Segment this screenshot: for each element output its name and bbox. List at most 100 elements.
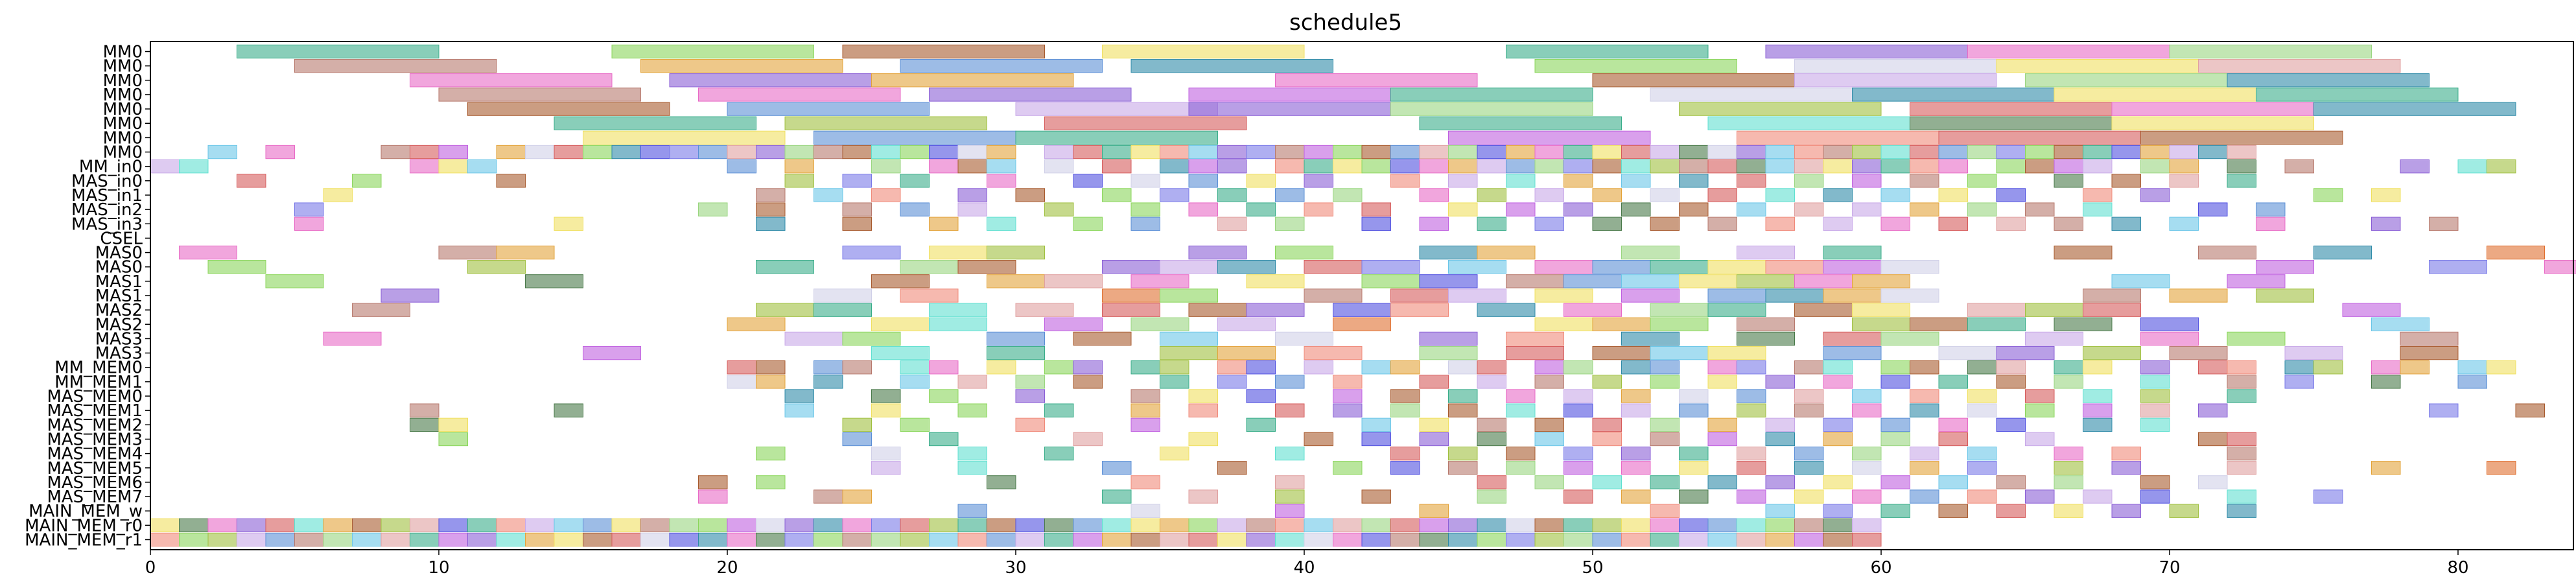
task-bar [1650, 476, 1680, 489]
task-bar [843, 45, 1045, 58]
task-bar [872, 346, 930, 359]
task-bar [1939, 189, 1968, 202]
task-bar [1708, 361, 1737, 374]
task-bar [958, 462, 987, 475]
task-bar [1622, 203, 1651, 216]
task-bar [1564, 390, 1593, 403]
task-bar [2141, 418, 2170, 431]
task-bar [814, 303, 872, 316]
task-bar [2227, 432, 2256, 445]
task-bar [785, 159, 814, 172]
task-bar [699, 533, 728, 546]
task-bar [1650, 504, 1680, 517]
task-bar [785, 533, 814, 546]
task-bar [843, 174, 872, 187]
task-bar [1333, 533, 1363, 546]
task-bar [1853, 490, 1882, 503]
task-bar [1131, 318, 1189, 331]
task-bar [1016, 102, 1218, 115]
task-bar [2054, 447, 2083, 460]
task-bar [1391, 404, 1420, 417]
task-bar [1853, 88, 2055, 101]
task-bar [958, 375, 987, 388]
task-bar [1218, 519, 1247, 532]
task-bar [2083, 159, 2113, 172]
task-bar [2400, 159, 2430, 172]
task-bar [1708, 432, 1737, 445]
task-bar [958, 519, 987, 532]
task-bar [2372, 189, 2401, 202]
task-bar [1535, 375, 1564, 388]
task-bar [1535, 59, 1737, 72]
task-bar [987, 174, 1016, 187]
task-bar [1276, 504, 1305, 517]
task-bar [1622, 332, 1680, 345]
task-bar [814, 375, 843, 388]
task-bar [2112, 447, 2141, 460]
task-bar [1910, 102, 2113, 115]
task-bar [208, 261, 266, 274]
task-bar [1650, 145, 1680, 158]
task-bar [2372, 462, 2401, 475]
task-bar [2430, 261, 2487, 274]
task-bar [1218, 159, 1247, 172]
task-bar [2083, 203, 2113, 216]
task-bar [1737, 390, 1766, 403]
task-bar [1708, 189, 1737, 202]
task-bar [2026, 432, 2055, 445]
task-bar [1045, 519, 1074, 532]
task-bar [583, 131, 786, 144]
task-bar [2054, 159, 2083, 172]
task-bar [872, 404, 901, 417]
task-bar [2199, 145, 2228, 158]
task-bar [410, 519, 439, 532]
task-bar [2170, 45, 2372, 58]
task-bar [1189, 203, 1218, 216]
task-bar [1650, 346, 1708, 359]
task-bar [1766, 519, 1795, 532]
task-bar [1477, 246, 1535, 259]
task-bar [670, 533, 699, 546]
task-bar [814, 519, 843, 532]
task-bar [2199, 476, 2228, 489]
task-bar [1506, 159, 1536, 172]
task-bar [1362, 418, 1391, 431]
task-bar [1449, 462, 1478, 475]
task-bar [2083, 346, 2141, 359]
task-bar [1766, 261, 1823, 274]
task-bar [1910, 361, 1939, 374]
task-bar [2545, 261, 2576, 274]
task-bar [1160, 375, 1189, 388]
task-bar [1016, 390, 1045, 403]
task-bar [2026, 404, 2055, 417]
task-bar [1766, 432, 1795, 445]
task-bar [1708, 375, 1737, 388]
task-bar [900, 203, 930, 216]
task-bar [2227, 275, 2285, 288]
task-bar [1420, 217, 1449, 230]
task-bar [2026, 490, 2055, 503]
task-bar [1823, 159, 1853, 172]
task-bar [410, 404, 439, 417]
task-bar [1737, 404, 1766, 417]
task-bar [1564, 404, 1593, 417]
task-bar [1650, 375, 1680, 388]
task-bar [1477, 476, 1506, 489]
task-bar [439, 519, 468, 532]
task-bar [2141, 476, 2170, 489]
task-bar [1073, 361, 1103, 374]
task-bar [1968, 390, 1997, 403]
task-bar [756, 375, 786, 388]
task-bar [1506, 275, 1564, 288]
task-bar [1045, 533, 1074, 546]
task-bar [1103, 462, 1132, 475]
task-bar [1795, 519, 1824, 532]
task-bar [266, 519, 295, 532]
task-bar [1333, 375, 1363, 388]
task-bar [1276, 332, 1333, 345]
task-bar [1853, 145, 1882, 158]
task-bar [987, 246, 1045, 259]
task-bar [1680, 533, 1709, 546]
task-bar [1910, 447, 1939, 460]
task-bar [1420, 346, 1477, 359]
